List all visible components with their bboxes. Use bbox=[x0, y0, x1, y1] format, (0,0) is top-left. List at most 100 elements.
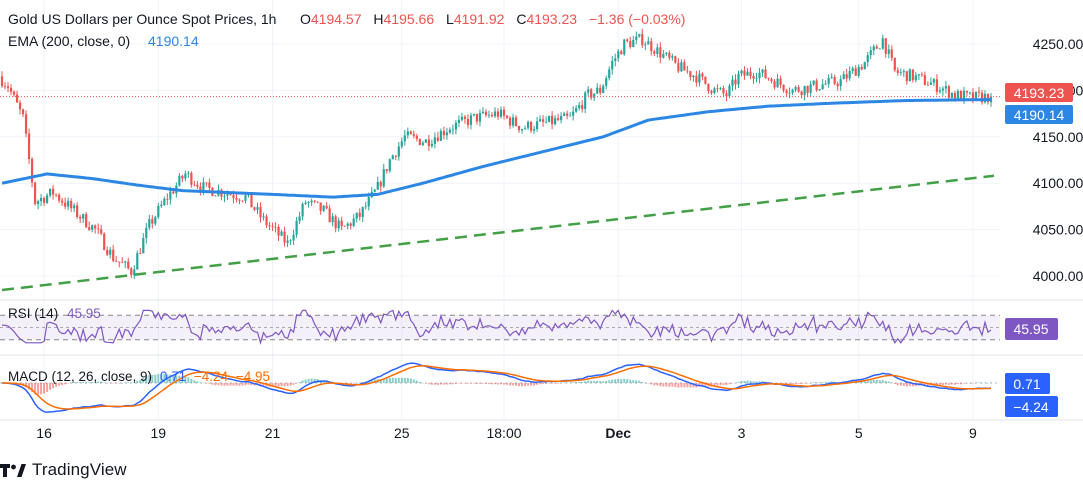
candle-body bbox=[514, 117, 518, 127]
macd-hist-bar bbox=[884, 381, 887, 383]
candle-body bbox=[665, 52, 668, 54]
candle-body bbox=[511, 117, 515, 126]
candle-body bbox=[869, 50, 872, 56]
candle bbox=[502, 106, 506, 120]
macd-hist-bar bbox=[890, 382, 893, 384]
candle-body bbox=[752, 75, 755, 79]
candle bbox=[740, 69, 743, 77]
candle-body bbox=[911, 69, 914, 81]
macd-hist-bar bbox=[575, 382, 578, 383]
candle-body bbox=[124, 261, 127, 263]
macd-hist-bar bbox=[211, 383, 214, 385]
macd-hist-bar bbox=[608, 380, 611, 383]
candle bbox=[728, 83, 731, 99]
macd-hist-bar bbox=[518, 383, 521, 387]
candle bbox=[295, 216, 298, 238]
tradingview-logo-icon bbox=[0, 464, 26, 477]
candle-body bbox=[523, 128, 527, 130]
macd-hist-bar bbox=[737, 381, 740, 383]
candle-body bbox=[313, 200, 316, 202]
time-tick-label: 9 bbox=[969, 425, 977, 441]
candle-body bbox=[968, 92, 972, 94]
macd-hist-bar bbox=[722, 383, 725, 386]
candle-body bbox=[896, 70, 899, 73]
candle-body bbox=[484, 111, 488, 116]
candle bbox=[878, 48, 881, 50]
macd-hist-bar bbox=[815, 382, 818, 384]
tradingview-brand[interactable]: TradingView bbox=[0, 458, 127, 482]
candle bbox=[947, 84, 951, 101]
trendline-segment bbox=[1, 174, 995, 292]
macd-hist-bar bbox=[112, 383, 115, 384]
candle-body bbox=[517, 126, 521, 131]
candle bbox=[617, 49, 620, 62]
macd-hist-bar bbox=[806, 383, 809, 384]
candle bbox=[848, 66, 851, 81]
macd-hist-bar bbox=[644, 382, 647, 384]
candle bbox=[52, 185, 55, 200]
candle-body bbox=[328, 208, 331, 223]
macd-hist-bar bbox=[244, 383, 247, 386]
candle-body bbox=[932, 79, 935, 83]
candle-body bbox=[614, 58, 617, 61]
macd-hist-bar bbox=[587, 380, 590, 383]
candle-body bbox=[731, 79, 734, 86]
candle-body bbox=[475, 113, 479, 122]
macd-hist-bar bbox=[196, 381, 199, 383]
candle-body bbox=[680, 62, 683, 72]
candle-body bbox=[325, 205, 328, 209]
candle-body bbox=[578, 104, 581, 109]
candle bbox=[641, 28, 644, 48]
macd-hist-bar bbox=[280, 383, 283, 387]
candle bbox=[535, 116, 539, 132]
candle bbox=[157, 202, 160, 219]
candle bbox=[289, 239, 292, 245]
candle-body bbox=[635, 36, 638, 40]
macd-hist-bar bbox=[43, 383, 46, 394]
candle-body bbox=[487, 114, 491, 116]
candle bbox=[310, 198, 313, 206]
candle bbox=[48, 188, 52, 198]
macd-hist-bar bbox=[620, 379, 623, 383]
macd-hist-bar bbox=[731, 383, 734, 384]
candle-body bbox=[806, 86, 809, 93]
candle bbox=[857, 64, 860, 78]
candle-body bbox=[704, 76, 707, 84]
rsi-pane: RSI (14) 45.95 bbox=[0, 306, 1000, 345]
candle-body bbox=[490, 114, 494, 117]
macd-hist-bar bbox=[277, 383, 280, 387]
candle-body bbox=[674, 56, 677, 63]
macd-hist-bar bbox=[905, 383, 908, 387]
candle-body bbox=[974, 91, 978, 100]
macd-hist-bar bbox=[79, 382, 82, 383]
candle bbox=[758, 67, 761, 84]
price-tick-label: 4000.00 bbox=[1033, 268, 1083, 284]
candle bbox=[24, 110, 28, 138]
gold-chart[interactable]: Gold US Dollars per Ounce Spot Prices, 1… bbox=[0, 0, 1083, 458]
candle bbox=[611, 55, 614, 75]
candle bbox=[163, 196, 166, 206]
macd-hist-bar bbox=[746, 380, 749, 383]
candle bbox=[755, 72, 758, 83]
macd-hist-bar bbox=[433, 383, 436, 385]
macd-hist-bar bbox=[34, 383, 37, 395]
candle-body bbox=[593, 93, 596, 98]
macd-hist-bar bbox=[926, 383, 929, 386]
candle-body bbox=[538, 119, 542, 122]
candle-body bbox=[256, 207, 259, 210]
candle bbox=[614, 53, 617, 67]
candle-body bbox=[334, 216, 337, 229]
candle bbox=[602, 84, 605, 94]
candle bbox=[166, 193, 169, 206]
candle bbox=[70, 198, 73, 213]
candle bbox=[307, 200, 310, 208]
candle bbox=[575, 104, 578, 113]
macd-hist-bar bbox=[962, 383, 965, 384]
macd-hist-bar bbox=[650, 383, 653, 385]
candle bbox=[112, 244, 115, 263]
candle bbox=[578, 101, 581, 111]
candle bbox=[743, 66, 746, 80]
candle bbox=[454, 120, 458, 135]
candle-body bbox=[145, 227, 148, 239]
candle bbox=[178, 173, 181, 187]
